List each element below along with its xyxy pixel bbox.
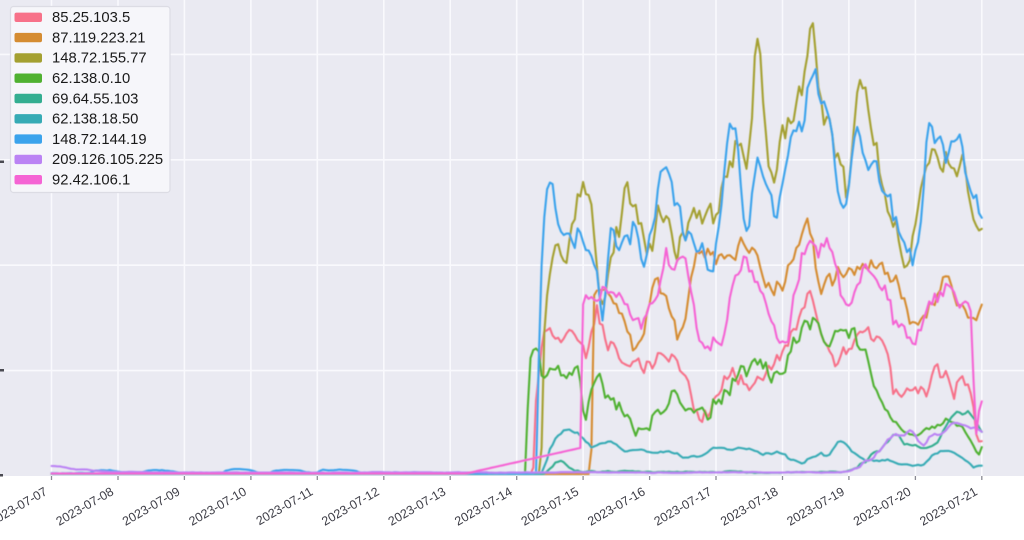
- svg-text:85.25.103.5: 85.25.103.5: [52, 10, 130, 26]
- svg-text:148.72.155.77: 148.72.155.77: [52, 51, 147, 67]
- svg-text:87.119.223.21: 87.119.223.21: [52, 30, 146, 46]
- svg-text:62.138.0.10: 62.138.0.10: [52, 71, 130, 87]
- svg-text:62.138.18.50: 62.138.18.50: [52, 112, 138, 128]
- svg-text:148.72.144.19: 148.72.144.19: [52, 132, 147, 148]
- svg-text:92.42.106.1: 92.42.106.1: [52, 173, 130, 189]
- svg-text:209.126.105.225: 209.126.105.225: [52, 152, 163, 168]
- svg-text:69.64.55.103: 69.64.55.103: [52, 91, 138, 107]
